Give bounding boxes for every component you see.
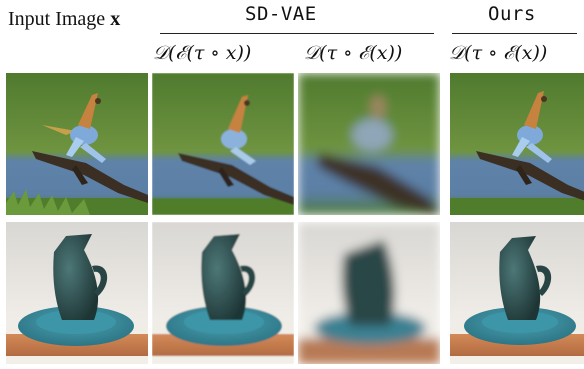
col3-formula: 𝒟(τ ∘ ℰ(x))	[304, 42, 403, 64]
row2-sdvae-transform-latent	[298, 222, 440, 364]
row1-input-image	[6, 73, 148, 215]
ours-header: Ours	[488, 3, 536, 25]
row2-sdvae-decode-transformed	[152, 222, 294, 364]
sdvae-header-rule	[160, 33, 434, 34]
row1-sdvae-transform-latent	[298, 73, 440, 215]
row2-ours-transform-latent	[450, 222, 584, 364]
ours-header-rule	[452, 33, 577, 34]
row1-ours-transform-latent	[450, 73, 584, 215]
input-image-label: Input Image	[8, 8, 106, 30]
sdvae-header: SD-VAE	[245, 3, 317, 25]
input-image-header: Input Image x	[8, 8, 120, 31]
row1-sdvae-decode-transformed	[152, 73, 294, 215]
row2-input-image	[6, 222, 148, 364]
col4-formula: 𝒟(τ ∘ ℰ(x))	[449, 42, 548, 64]
col2-formula: 𝒟(ℰ(τ ∘ x))	[153, 42, 252, 64]
input-symbol: x	[110, 8, 121, 30]
